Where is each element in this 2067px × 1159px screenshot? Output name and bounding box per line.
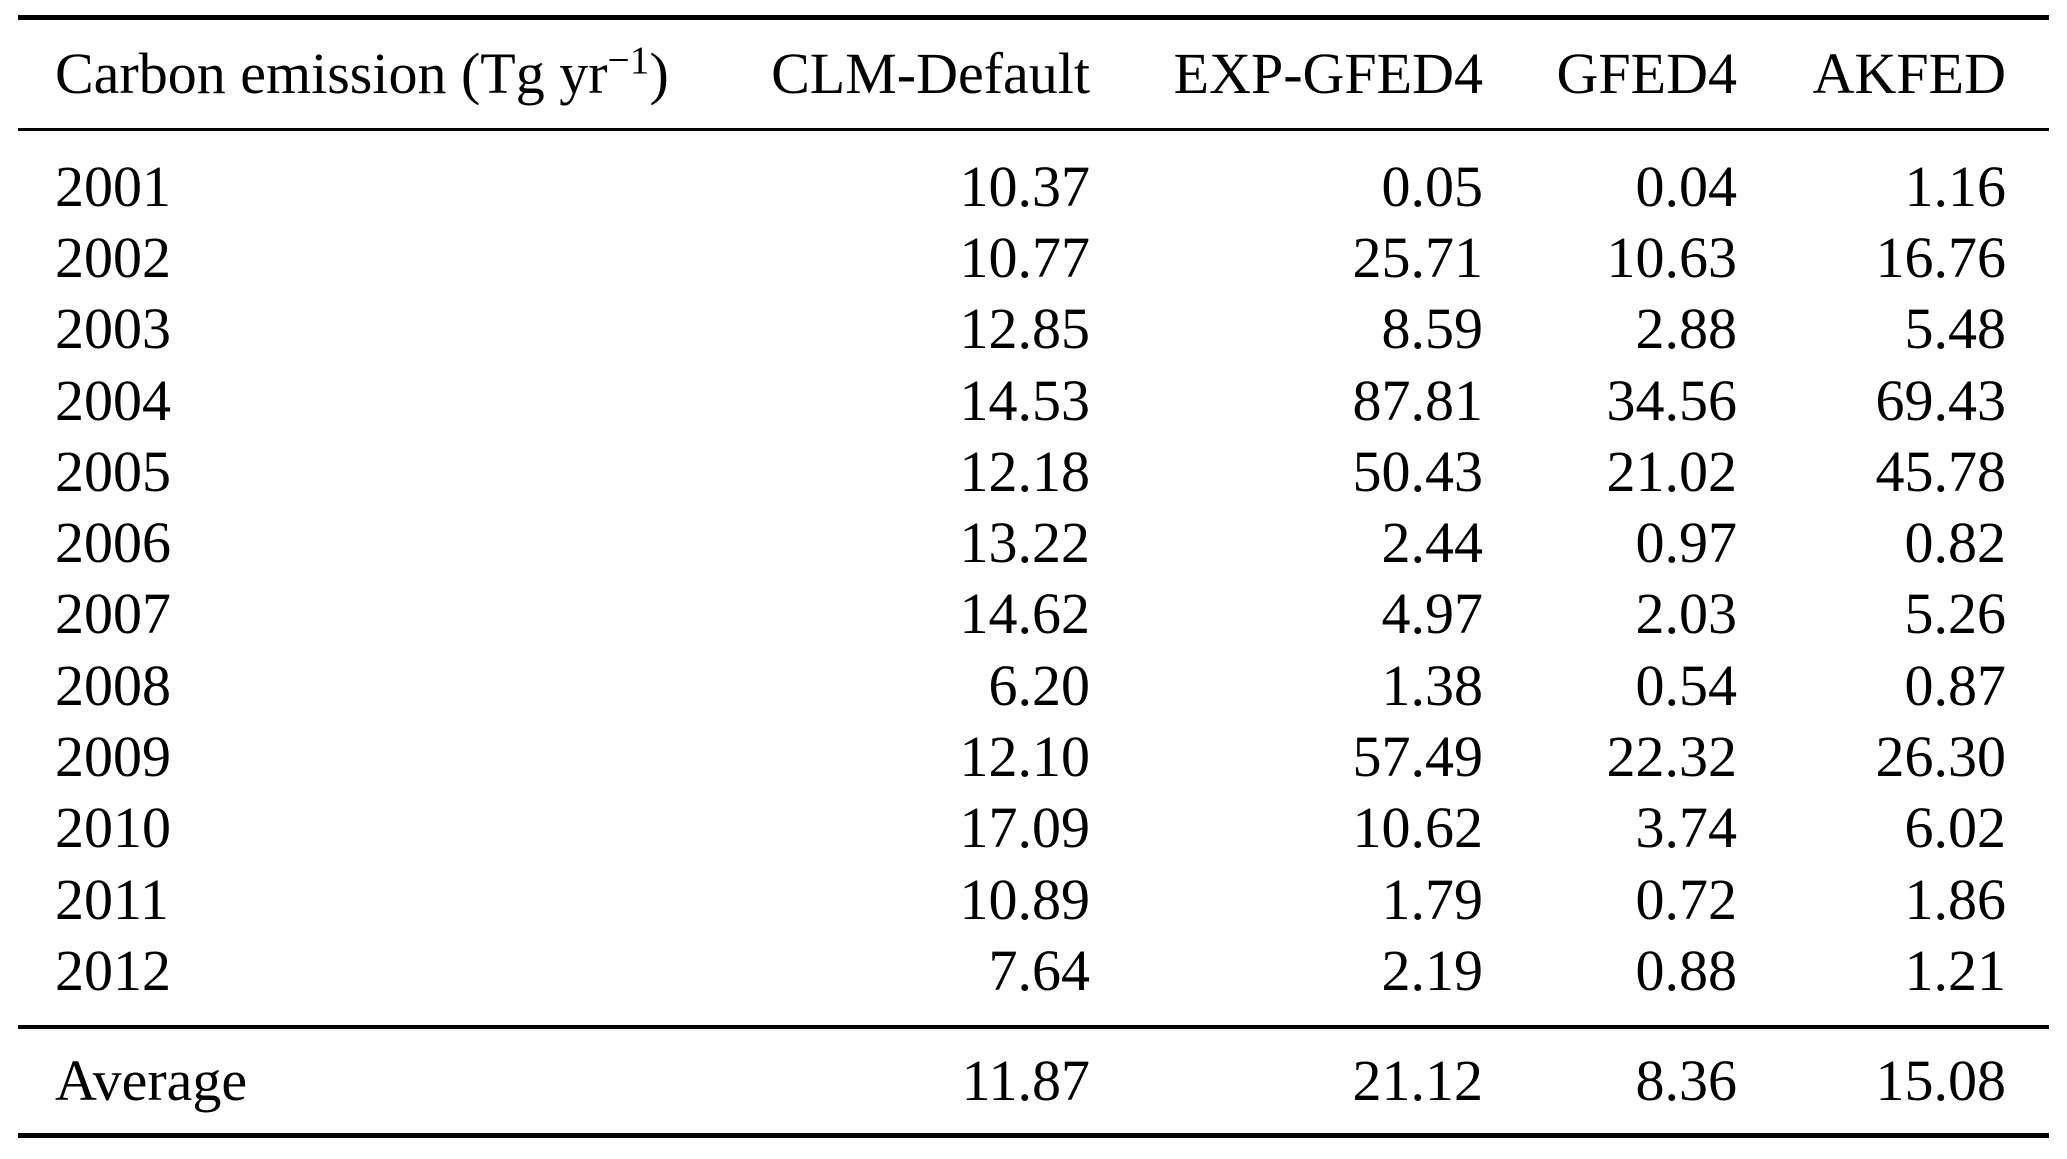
- table-row: 2004 14.53 87.81 34.56 69.43: [18, 365, 2049, 436]
- table-row: 2001 10.37 0.05 0.04 1.16: [18, 151, 2049, 222]
- row-label: 2001: [55, 153, 171, 219]
- cell-value: 69.43: [1875, 367, 2007, 433]
- cell-value: 2.03: [1635, 581, 1738, 647]
- cell-value: 1.79: [1381, 866, 1484, 932]
- cell-value: 4.97: [1381, 581, 1484, 647]
- cell-value: 0.72: [1635, 866, 1738, 932]
- cell-value: 0.97: [1635, 510, 1738, 576]
- table-average-row: Average 11.87 21.12 8.36 15.08: [18, 1029, 2049, 1133]
- row-label: 2003: [55, 296, 171, 362]
- cell-value: 21.02: [1606, 438, 1738, 504]
- footer-divider-rule: [18, 1024, 2049, 1029]
- table-row: 2011 10.89 1.79 0.72 1.86: [18, 864, 2049, 935]
- cell-value: 14.53: [959, 367, 1091, 433]
- cell-value: 5.26: [1904, 581, 2007, 647]
- cell-value: 57.49: [1352, 724, 1484, 790]
- table-row: 2006 13.22 2.44 0.97 0.82: [18, 507, 2049, 578]
- header-carbon-emission-unit: Carbon emission (Tg yr−1): [18, 41, 680, 103]
- column-header-gfed4: GFED4: [1556, 41, 1737, 106]
- table-bottom-rule: [18, 1132, 2049, 1138]
- table-row: 2005 12.18 50.43 21.02 45.78: [18, 436, 2049, 507]
- cell-value: 0.88: [1635, 937, 1738, 1003]
- row-label: 2009: [55, 724, 171, 790]
- cell-value: 6.20: [988, 652, 1091, 718]
- table-body: 2001 10.37 0.05 0.04 1.16 2002 10.77 25.71 10.63…: [18, 131, 2049, 1025]
- cell-value: 10.62: [1352, 795, 1484, 861]
- row-label: 2006: [55, 510, 171, 576]
- row-label: 2008: [55, 652, 171, 718]
- row-label: Average: [55, 1047, 248, 1113]
- cell-value: 5.48: [1904, 296, 2007, 362]
- table-top-rule: [18, 15, 2049, 20]
- table-header-row: Carbon emission (Tg yr−1) CLM-Default EX…: [18, 20, 2049, 128]
- cell-value: 0.87: [1904, 652, 2007, 718]
- cell-value: 3.74: [1635, 795, 1738, 861]
- cell-value: 6.02: [1904, 795, 2007, 861]
- table-row: 2010 17.09 10.62 3.74 6.02: [18, 793, 2049, 864]
- table-row: 2007 14.62 4.97 2.03 5.26: [18, 579, 2049, 650]
- unit-exponent-text: −1: [607, 38, 650, 83]
- row-label: 2007: [55, 581, 171, 647]
- table-row: 2009 12.10 57.49 22.32 26.30: [18, 721, 2049, 792]
- cell-value: 25.71: [1352, 224, 1484, 290]
- cell-value: 8.36: [1635, 1047, 1738, 1113]
- cell-value: 17.09: [959, 795, 1091, 861]
- table-row: 2003 12.85 8.59 2.88 5.48: [18, 294, 2049, 365]
- column-header-akfed: AKFED: [1812, 41, 2006, 106]
- cell-value: 10.37: [959, 153, 1091, 219]
- cell-value: 10.63: [1606, 224, 1738, 290]
- cell-value: 10.89: [959, 866, 1091, 932]
- cell-value: 1.38: [1381, 652, 1484, 718]
- cell-value: 87.81: [1352, 367, 1484, 433]
- cell-value: 0.82: [1904, 510, 2007, 576]
- row-label: 2005: [55, 438, 171, 504]
- cell-value: 1.86: [1904, 866, 2007, 932]
- unit-suffix-text: ): [649, 41, 669, 106]
- cell-value: 2.88: [1635, 296, 1738, 362]
- cell-value: 10.77: [959, 224, 1091, 290]
- cell-value: 1.16: [1904, 153, 2007, 219]
- cell-value: 15.08: [1875, 1047, 2007, 1113]
- cell-value: 22.32: [1606, 724, 1738, 790]
- cell-value: 13.22: [959, 510, 1091, 576]
- top-margin: [18, 0, 2049, 15]
- cell-value: 12.10: [959, 724, 1091, 790]
- cell-value: 8.59: [1381, 296, 1484, 362]
- cell-value: 0.05: [1381, 153, 1484, 219]
- row-label: 2012: [55, 937, 171, 1003]
- row-label: 2011: [55, 866, 169, 932]
- table-row: 2012 7.64 2.19 0.88 1.21: [18, 935, 2049, 1006]
- cell-value: 0.54: [1635, 652, 1738, 718]
- cell-value: 1.21: [1904, 937, 2007, 1003]
- column-header-clm-default: CLM-Default: [771, 41, 1090, 106]
- row-label: 2004: [55, 367, 171, 433]
- cell-value: 16.76: [1875, 224, 2007, 290]
- cell-value: 7.64: [988, 937, 1091, 1003]
- cell-value: 45.78: [1875, 438, 2007, 504]
- row-label: 2002: [55, 224, 171, 290]
- header-divider-rule: [18, 128, 2049, 131]
- cell-value: 0.04: [1635, 153, 1738, 219]
- cell-value: 2.44: [1381, 510, 1484, 576]
- cell-value: 34.56: [1606, 367, 1738, 433]
- emissions-table: Carbon emission (Tg yr−1) CLM-Default EX…: [18, 0, 2049, 1138]
- cell-value: 26.30: [1875, 724, 2007, 790]
- cell-value: 2.19: [1381, 937, 1484, 1003]
- cell-value: 12.18: [959, 438, 1091, 504]
- cell-value: 14.62: [959, 581, 1091, 647]
- table-row: 2002 10.77 25.71 10.63 16.76: [18, 222, 2049, 293]
- cell-value: 11.87: [961, 1047, 1090, 1113]
- cell-value: 21.12: [1352, 1047, 1484, 1113]
- cell-value: 12.85: [959, 296, 1091, 362]
- cell-value: 50.43: [1352, 438, 1484, 504]
- table-row: 2008 6.20 1.38 0.54 0.87: [18, 650, 2049, 721]
- unit-prefix-text: Carbon emission (Tg yr: [55, 41, 608, 106]
- column-header-exp-gfed4: EXP-GFED4: [1173, 41, 1483, 106]
- row-label: 2010: [55, 795, 171, 861]
